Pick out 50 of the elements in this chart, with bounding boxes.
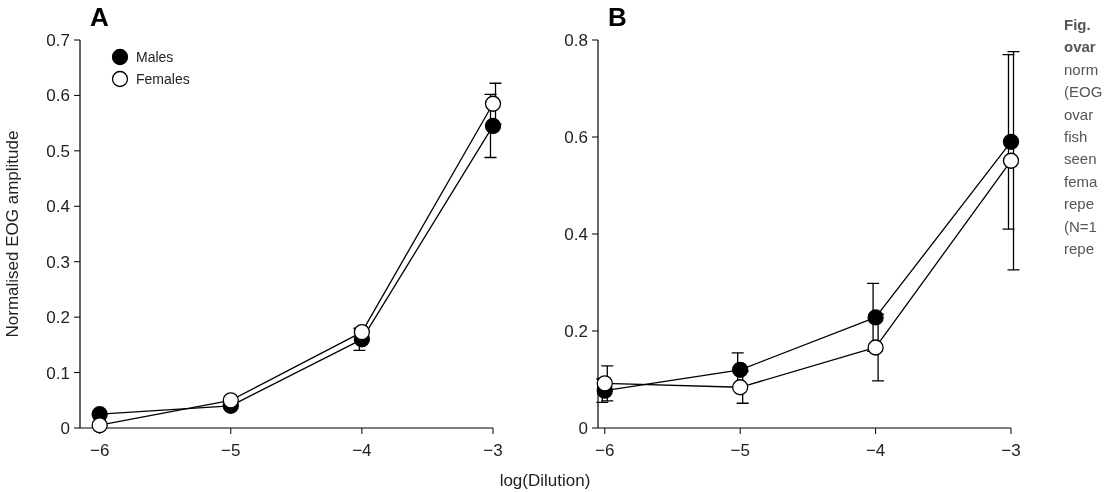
x-tick-label: −6 xyxy=(595,441,615,460)
y-axis-title: Normalised EOG amplitude xyxy=(3,130,22,338)
chart-title: B xyxy=(608,2,627,32)
chart-title: A xyxy=(90,2,109,32)
x-tick-label: −4 xyxy=(865,441,886,460)
y-tick-label: 0 xyxy=(578,418,588,438)
point xyxy=(484,117,502,135)
point xyxy=(867,339,884,356)
x-tick-label: −5 xyxy=(221,441,241,460)
x-tick-label: −3 xyxy=(483,441,503,460)
text: ovar xyxy=(1064,38,1096,56)
y-tick-label: 0.1 xyxy=(46,363,70,383)
y-tick-label: 0.6 xyxy=(46,86,70,106)
point xyxy=(353,323,371,341)
y-tick-label: 0.6 xyxy=(564,127,588,147)
text: Fig. xyxy=(1064,16,1091,33)
point xyxy=(91,417,108,434)
y-tick-label: 0.8 xyxy=(564,30,588,50)
point xyxy=(867,309,884,326)
point xyxy=(732,361,749,378)
text: ovar xyxy=(1064,105,1094,123)
text: repe xyxy=(1064,240,1095,257)
text: (EOG xyxy=(1064,83,1103,101)
text: seen xyxy=(1064,150,1097,168)
y-tick-label: 0.7 xyxy=(46,30,70,50)
point xyxy=(596,375,613,392)
x-tick-label: −5 xyxy=(730,441,750,460)
y-tick-label: 0.2 xyxy=(46,308,70,328)
text: (N=1 xyxy=(1064,217,1097,235)
x-axis-title: log(Dilution) xyxy=(499,471,591,490)
point xyxy=(732,379,749,396)
y-tick-label: 0.3 xyxy=(46,252,70,272)
x-tick-label: −4 xyxy=(352,441,372,460)
point xyxy=(222,392,239,409)
point xyxy=(1002,152,1020,169)
x-tick-label: −6 xyxy=(89,441,110,460)
y-tick-label: 0.4 xyxy=(564,224,588,244)
y-tick-label: 0 xyxy=(60,418,70,438)
point xyxy=(484,95,502,112)
legend-label: Females xyxy=(136,70,190,87)
text: repe xyxy=(1064,195,1095,213)
x-tick-label: −3 xyxy=(1001,441,1021,460)
y-tick-label: 0.4 xyxy=(46,197,70,217)
point xyxy=(1002,133,1020,150)
y-tick-label: 0.5 xyxy=(46,141,70,161)
y-tick-label: 0.2 xyxy=(564,321,588,341)
text: norm xyxy=(1064,60,1099,78)
text: fema xyxy=(1064,172,1098,190)
legend-label: Males xyxy=(136,48,174,65)
text: fish xyxy=(1064,128,1088,145)
